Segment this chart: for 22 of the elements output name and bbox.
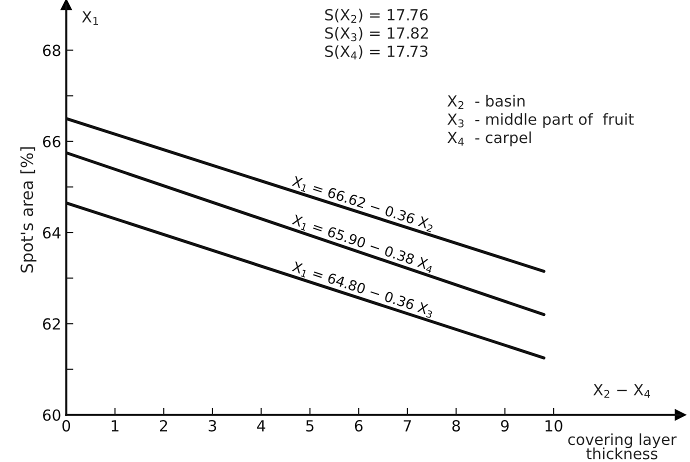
x-tick-label: 4 bbox=[257, 420, 266, 432]
x-tick-label: 6 bbox=[354, 420, 363, 432]
x-tick-label: 7 bbox=[404, 420, 411, 432]
x-tick-label: 3 bbox=[208, 420, 216, 432]
x-tick-label: 2 bbox=[160, 420, 168, 432]
annotation: X$_{2}$ − X$_{4}$ bbox=[593, 384, 650, 398]
text: S(X$_{2}$) = 17.76 S(X$_{3}$) = 17.82 S(X$_{4}$) = 17.73 bbox=[325, 8, 428, 60]
x-tick-label: 8 bbox=[452, 420, 460, 432]
y-tick-label: 68 bbox=[43, 44, 60, 56]
x-tick-label: 10 bbox=[546, 420, 562, 432]
y-tick-label: 64 bbox=[43, 227, 61, 239]
x-tick-label: 9 bbox=[500, 420, 509, 432]
y-tick-label: 66 bbox=[43, 136, 60, 148]
y-tick-label: 60 bbox=[43, 409, 60, 421]
y-axis-title: Spot's area [%] bbox=[20, 147, 36, 273]
y-tick-label: 62 bbox=[43, 318, 60, 330]
text: X$_{2}$ - basin X$_{3}$ - middle part of fruit X$_{4}$ - carpel bbox=[447, 94, 634, 146]
annotation: X$_{1}$ bbox=[82, 11, 98, 25]
x-axis-title: covering layer thickness bbox=[568, 433, 677, 460]
x-tick-label: 1 bbox=[112, 420, 118, 432]
x-tick-label: 0 bbox=[62, 420, 70, 432]
x-tick-label: 5 bbox=[306, 420, 314, 432]
